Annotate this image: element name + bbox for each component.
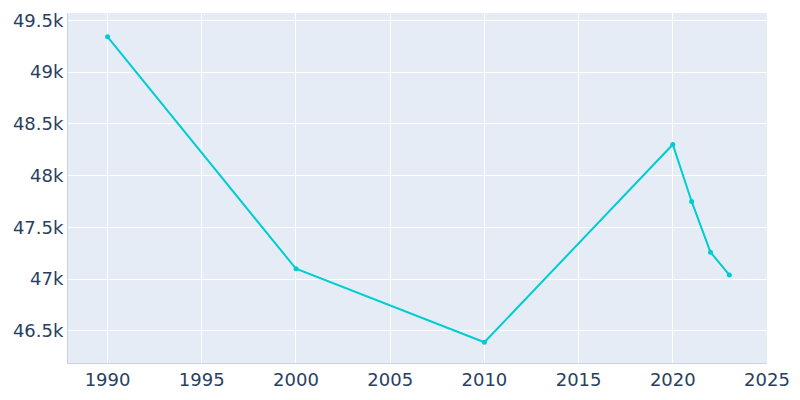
svg-text:1990: 1990 — [85, 369, 131, 390]
svg-text:2000: 2000 — [273, 369, 319, 390]
svg-text:2025: 2025 — [744, 369, 790, 390]
svg-text:49.5k: 49.5k — [13, 10, 64, 31]
svg-text:1995: 1995 — [179, 369, 225, 390]
svg-text:2020: 2020 — [650, 369, 696, 390]
svg-text:2010: 2010 — [461, 369, 507, 390]
svg-text:47.5k: 47.5k — [13, 217, 64, 238]
svg-text:47k: 47k — [30, 268, 64, 289]
svg-text:46.5k: 46.5k — [13, 320, 64, 341]
svg-text:49k: 49k — [30, 61, 64, 82]
svg-text:2005: 2005 — [367, 369, 413, 390]
svg-text:48.5k: 48.5k — [13, 113, 64, 134]
svg-text:2015: 2015 — [556, 369, 602, 390]
svg-text:48k: 48k — [30, 165, 64, 186]
